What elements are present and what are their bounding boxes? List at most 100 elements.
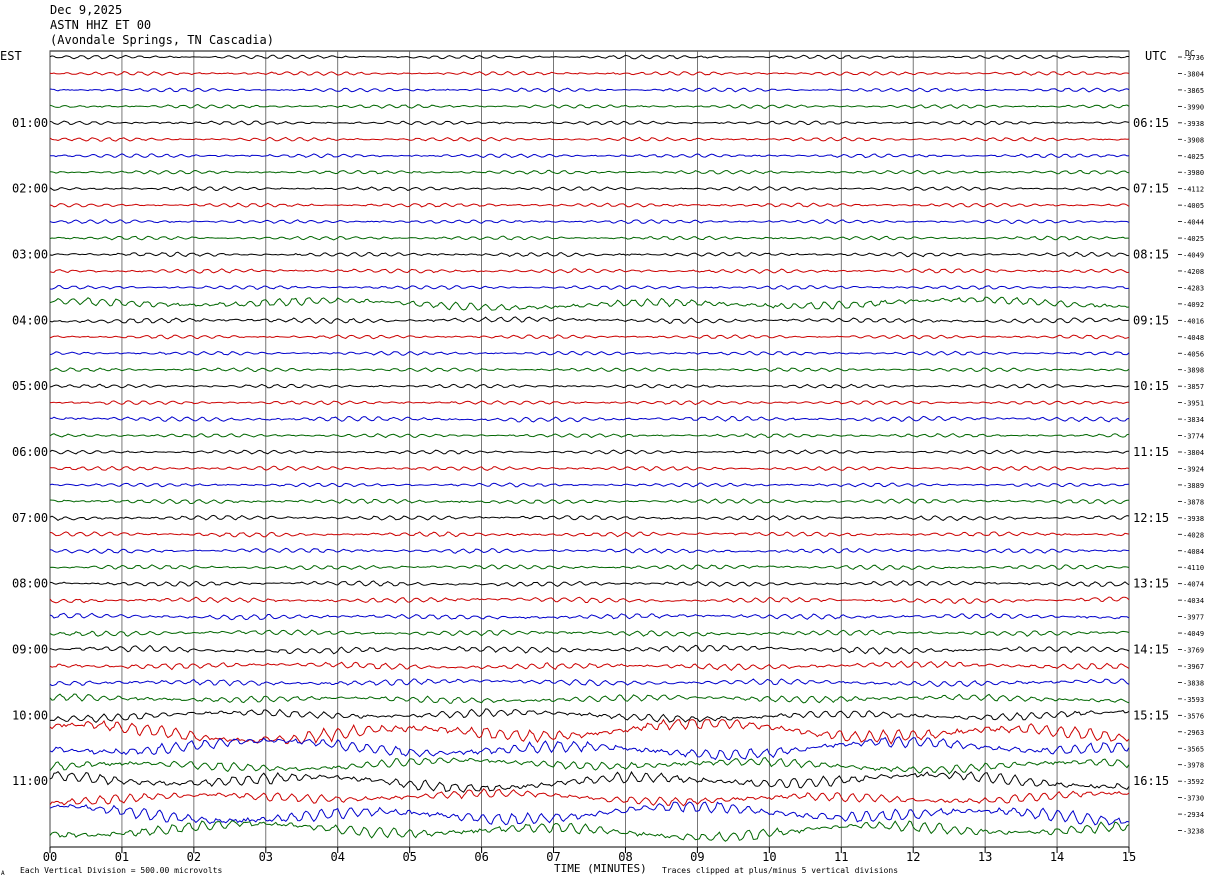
seismic-trace — [49, 801, 1130, 826]
dc-offset-label: -4092 — [1183, 301, 1204, 309]
seismic-trace — [49, 296, 1130, 311]
dc-offset-label: -3889 — [1183, 482, 1204, 490]
est-hour-label: 10:00 — [12, 708, 48, 722]
dc-offset-label: -3593 — [1183, 696, 1204, 704]
seismic-trace — [49, 644, 1130, 655]
dc-offset-label: -4044 — [1183, 219, 1204, 227]
dc-offset-label: -3980 — [1183, 169, 1204, 177]
x-tick-label: 05 — [402, 850, 416, 864]
seismic-trace — [49, 284, 1130, 290]
utc-hour-label: 09:15 — [1133, 313, 1169, 327]
dc-offset-label: -3938 — [1183, 515, 1204, 523]
scale-note: Each Vertical Division = 500.00 microvol… — [20, 866, 223, 875]
dc-offset-label: -4034 — [1183, 597, 1204, 605]
dc-offset-label: -3951 — [1183, 400, 1204, 408]
x-tick-label: 14 — [1050, 850, 1064, 864]
right-zone-label: UTC — [1145, 49, 1167, 63]
dc-offset-label: -3565 — [1183, 745, 1204, 753]
seismic-trace — [49, 334, 1130, 340]
seismic-trace — [50, 465, 1130, 472]
corner-mark: A — [1, 870, 5, 877]
x-tick-label: 09 — [690, 850, 704, 864]
x-tick-label: 00 — [43, 850, 57, 864]
dc-offset-label: -4049 — [1183, 630, 1204, 638]
utc-hour-label: 07:15 — [1133, 182, 1169, 196]
dc-offset-label: -3736 — [1183, 54, 1204, 62]
seismic-trace — [49, 693, 1130, 704]
dc-offset-label: -3865 — [1183, 87, 1204, 95]
seismic-trace — [49, 383, 1130, 389]
seismic-trace — [49, 564, 1130, 571]
x-tick-label: 06 — [474, 850, 488, 864]
x-tick-label: 01 — [115, 850, 129, 864]
seismic-trace — [49, 708, 1130, 724]
seismic-trace — [49, 596, 1130, 604]
dc-offset-label: -3924 — [1183, 465, 1204, 473]
seismic-trace — [49, 202, 1130, 208]
seismic-trace — [49, 103, 1130, 109]
x-tick-label: 08 — [618, 850, 632, 864]
dc-offset-label: -2934 — [1183, 811, 1204, 819]
seismic-trace — [49, 120, 1130, 126]
utc-hour-label: 06:15 — [1133, 116, 1169, 130]
seismic-trace — [49, 54, 1130, 60]
utc-hour-label: 16:15 — [1133, 774, 1169, 788]
seismic-trace — [49, 186, 1130, 192]
plot-date: Dec 9,2025 — [50, 3, 123, 17]
est-hour-label: 11:00 — [12, 774, 48, 788]
est-hour-label: 08:00 — [12, 577, 48, 591]
est-hour-label: 02:00 — [12, 182, 48, 196]
utc-hour-label: 14:15 — [1133, 643, 1169, 657]
est-hour-label: 05:00 — [12, 379, 48, 393]
dc-offset-label: -4074 — [1183, 581, 1204, 589]
dc-offset-label: -3238 — [1183, 828, 1204, 836]
est-hour-label: 01:00 — [12, 116, 48, 130]
dc-offset-label: -3878 — [1183, 498, 1204, 506]
seismic-trace — [49, 580, 1130, 587]
dc-offset-label: -3576 — [1183, 712, 1204, 720]
seismic-trace — [49, 820, 1130, 842]
seismic-trace — [49, 660, 1130, 671]
dc-header: DC — [1185, 49, 1195, 58]
dc-offset-label: -3938 — [1183, 120, 1204, 128]
x-tick-label: 15 — [1122, 850, 1136, 864]
x-tick-label: 11 — [834, 850, 848, 864]
seismic-trace — [49, 415, 1130, 423]
dc-offset-label: -3838 — [1183, 679, 1204, 687]
seismic-trace — [49, 449, 1129, 455]
left-zone-label: EST — [0, 49, 22, 63]
dc-offset-label: -3967 — [1183, 663, 1204, 671]
dc-offset-label: -3977 — [1183, 614, 1204, 622]
seismic-trace — [49, 531, 1130, 538]
dc-offset-label: -3774 — [1183, 433, 1204, 441]
utc-hour-label: 10:15 — [1133, 379, 1169, 393]
seismic-trace — [49, 136, 1130, 142]
utc-hour-label: 11:15 — [1133, 445, 1169, 459]
utc-hour-label: 13:15 — [1133, 577, 1169, 591]
dc-offset-label: -4110 — [1183, 564, 1204, 572]
seismic-trace — [49, 736, 1130, 761]
dc-offset-label: -3990 — [1183, 103, 1204, 111]
station-code: ASTN HHZ ET 00 — [50, 18, 152, 32]
utc-hour-label: 15:15 — [1133, 708, 1169, 722]
station-location: (Avondale Springs, TN Cascadia) — [50, 33, 274, 47]
dc-offset-label: -4025 — [1183, 235, 1204, 243]
seismic-trace — [49, 498, 1130, 505]
seismic-trace — [49, 547, 1130, 554]
seismic-trace — [49, 235, 1129, 241]
dc-offset-label: -3804 — [1183, 449, 1204, 457]
dc-offset-label: -2963 — [1183, 729, 1204, 737]
est-hour-label: 09:00 — [12, 643, 48, 657]
dc-offset-label: -3769 — [1183, 647, 1204, 655]
dc-offset-label: -4208 — [1183, 268, 1204, 276]
plot-frame — [49, 50, 1130, 848]
seismic-trace — [49, 718, 1130, 745]
seismic-trace — [49, 482, 1130, 488]
est-hour-label: 06:00 — [12, 445, 48, 459]
seismic-trace — [49, 612, 1130, 621]
seismic-trace — [49, 514, 1130, 522]
seismic-trace — [49, 219, 1130, 225]
seismic-trace — [49, 367, 1130, 373]
dc-offset-label: -3730 — [1183, 795, 1204, 803]
